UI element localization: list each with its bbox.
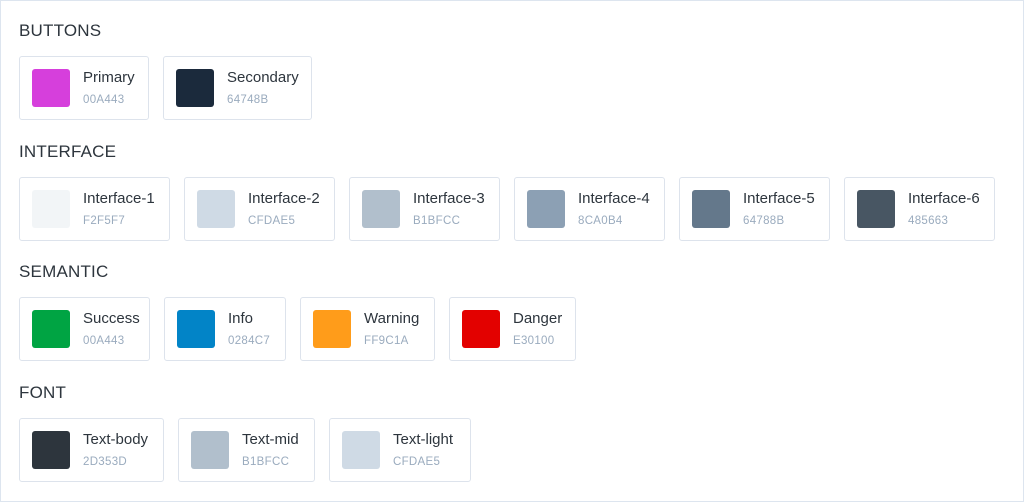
color-swatch	[176, 69, 214, 107]
color-swatch	[32, 431, 70, 469]
color-card-text-body[interactable]: Text-body 2D353D	[19, 418, 164, 482]
color-swatch	[527, 190, 565, 228]
color-card-success[interactable]: Success 00A443	[19, 297, 150, 361]
color-card-secondary[interactable]: Secondary 64748B	[163, 56, 312, 120]
color-hex: 2D353D	[83, 456, 127, 468]
swatch-row: Interface-1 F2F5F7 Interface-2 CFDAE5 Interf…	[19, 177, 1009, 241]
color-swatch	[462, 310, 500, 348]
color-hex: B1BFCC	[413, 215, 461, 227]
color-hex: FF9C1A	[364, 335, 409, 347]
section-heading: INTERFACE	[19, 142, 117, 161]
color-name: Secondary	[227, 69, 299, 86]
color-name: Interface-3	[413, 190, 485, 207]
color-card-warning[interactable]: Warning FF9C1A	[300, 297, 435, 361]
color-swatch	[32, 310, 70, 348]
color-name: Interface-4	[578, 190, 650, 207]
color-swatch	[197, 190, 235, 228]
color-card-interface-5[interactable]: Interface-5 64788B	[679, 177, 830, 241]
color-hex: 00A443	[83, 335, 125, 347]
color-card-primary[interactable]: Primary 00A443	[19, 56, 149, 120]
color-card-interface-4[interactable]: Interface-4 8CA0B4	[514, 177, 665, 241]
color-hex: B1BFCC	[242, 456, 290, 468]
color-name: Interface-1	[83, 190, 155, 207]
color-swatch	[191, 431, 229, 469]
color-hex: 485663	[908, 215, 949, 227]
color-card-text-mid[interactable]: Text-mid B1BFCC	[178, 418, 315, 482]
color-name: Success	[83, 310, 140, 327]
section-heading: FONT	[19, 383, 67, 402]
color-name: Text-body	[83, 431, 149, 448]
color-hex: CFDAE5	[393, 456, 441, 468]
color-name: Primary	[83, 69, 135, 86]
color-name: Text-light	[393, 431, 454, 448]
color-swatch	[342, 431, 380, 469]
color-card-danger[interactable]: Danger E30100	[449, 297, 576, 361]
color-hex: E30100	[513, 335, 555, 347]
color-card-text-light[interactable]: Text-light CFDAE5	[329, 418, 471, 482]
color-name: Warning	[364, 310, 420, 327]
color-hex: F2F5F7	[83, 215, 126, 227]
color-hex: 0284C7	[228, 335, 271, 347]
color-swatch	[692, 190, 730, 228]
section-heading: BUTTONS	[19, 21, 102, 40]
color-swatch	[177, 310, 215, 348]
color-swatch	[857, 190, 895, 228]
color-name: Interface-2	[248, 190, 320, 207]
swatch-row: Primary 00A443 Secondary 64748B	[19, 56, 326, 120]
color-name: Danger	[513, 310, 563, 327]
color-hex: 8CA0B4	[578, 215, 623, 227]
color-swatch	[362, 190, 400, 228]
color-hex: 64788B	[743, 215, 785, 227]
swatch-row: Text-body 2D353D Text-mid B1BFCC Text-light C…	[19, 418, 485, 482]
color-name: Info	[228, 310, 254, 327]
color-card-info[interactable]: Info 0284C7	[164, 297, 286, 361]
color-hex: 64748B	[227, 94, 269, 106]
color-name: Interface-6	[908, 190, 980, 207]
color-hex: CFDAE5	[248, 215, 296, 227]
color-card-interface-1[interactable]: Interface-1 F2F5F7	[19, 177, 170, 241]
color-swatch	[313, 310, 351, 348]
color-hex: 00A443	[83, 94, 125, 106]
color-card-interface-3[interactable]: Interface-3 B1BFCC	[349, 177, 500, 241]
color-swatch	[32, 190, 70, 228]
color-card-interface-6[interactable]: Interface-6 485663	[844, 177, 995, 241]
color-name: Interface-5	[743, 190, 815, 207]
color-card-interface-2[interactable]: Interface-2 CFDAE5	[184, 177, 335, 241]
color-name: Text-mid	[242, 431, 299, 448]
swatch-row: Success 00A443 Info 0284C7 Warning FF9C1A Dang…	[19, 297, 590, 361]
section-heading: SEMANTIC	[19, 262, 109, 281]
color-swatch	[32, 69, 70, 107]
